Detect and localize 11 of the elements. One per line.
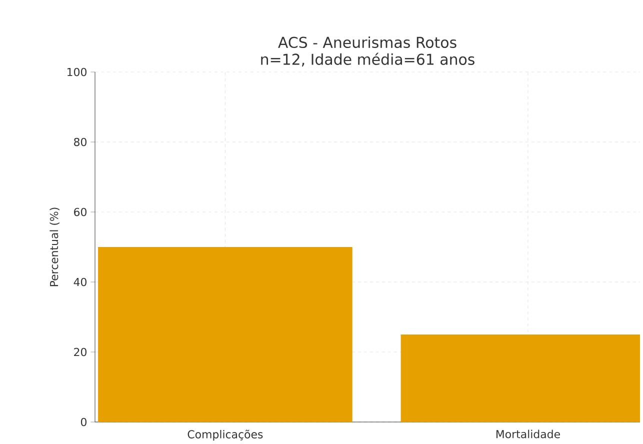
y-tick-label: 100: [68, 68, 86, 76]
y-axis-title: Percentual (%): [50, 208, 60, 286]
y-tick-label: 60: [74, 208, 86, 216]
x-tick-label: Complicações: [188, 430, 263, 441]
y-tick-label: 0: [80, 418, 86, 426]
y-tick-label: 80: [74, 138, 86, 146]
chart-subtitle: n=12, Idade média=61 anos: [261, 52, 474, 66]
y-tick-label: 20: [74, 348, 86, 356]
chart-title: ACS - Aneurismas Rotos: [278, 36, 456, 48]
x-tick-label: Mortalidade: [496, 430, 560, 438]
y-tick-label: 40: [74, 278, 86, 286]
